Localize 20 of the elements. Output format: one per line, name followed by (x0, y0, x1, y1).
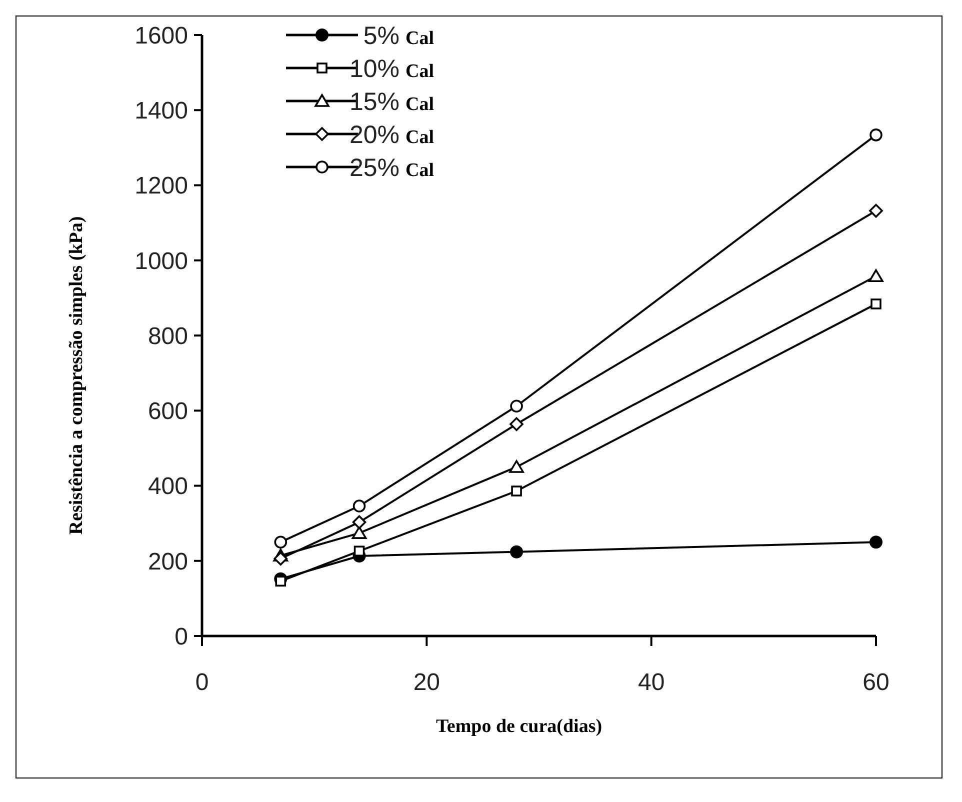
legend-label: 15% Cal (349, 88, 434, 116)
legend-label: 25% Cal (349, 154, 434, 182)
y-tick-label: 0 (174, 623, 188, 650)
x-tick-label: 0 (195, 669, 209, 696)
legend-label: 5% Cal (363, 22, 434, 50)
x-tick-label: 20 (413, 669, 440, 696)
x-axis-title: Tempo de cura(dias) (436, 716, 602, 737)
x-tick-label: 40 (638, 669, 665, 696)
y-tick-label: 600 (148, 398, 188, 426)
y-tick-label: 1000 (134, 248, 188, 275)
y-tick-label: 400 (148, 473, 188, 500)
y-axis-title: Resistência a compressão simples (kPa) (66, 216, 87, 535)
y-tick-label: 1200 (134, 172, 188, 200)
legend-label: 10% Cal (349, 54, 434, 83)
legend-label: 20% Cal (349, 120, 434, 149)
y-tick-label: 200 (148, 548, 188, 576)
y-tick-label: 800 (148, 322, 188, 350)
x-tick-label: 60 (862, 669, 890, 696)
y-tick-label: 1400 (134, 98, 188, 125)
y-tick-label: 1600 (134, 22, 188, 50)
